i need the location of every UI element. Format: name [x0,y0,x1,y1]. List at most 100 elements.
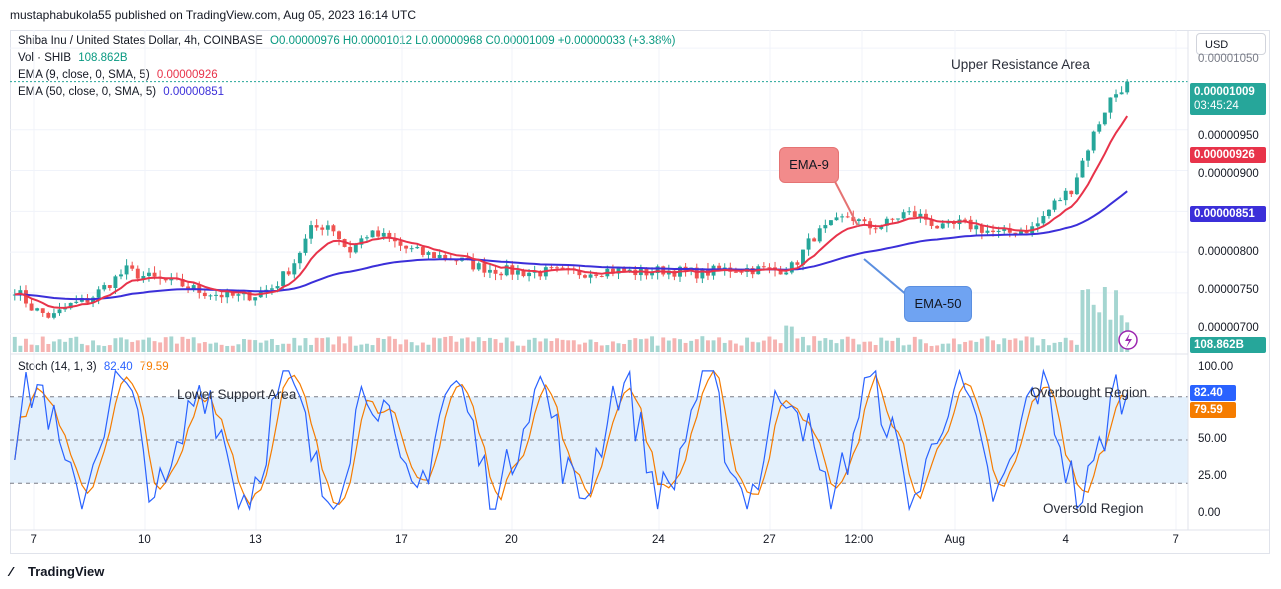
volume-bar [432,337,437,352]
volume-bar [174,343,179,352]
volume-bar [35,345,40,352]
volume-bar [247,339,252,352]
candle [376,226,381,240]
candle [387,230,392,243]
volume-bar [868,341,873,352]
price-label-950: 0.00000950 [1198,130,1259,142]
volume-bar [549,341,554,352]
candle [1052,198,1057,213]
tradingview-logo[interactable]: ⁄⁄ TradingView [10,564,104,579]
volume-bar [415,345,420,352]
volume-bar [365,343,369,352]
stoch-k-value: 82.40 [103,361,133,373]
price-label-700: 0.00000700 [1198,322,1259,334]
volume-bar [845,336,850,352]
volume-bar [303,338,308,352]
volume-bar [784,325,789,352]
volume-bar [1019,340,1023,352]
candle [107,285,112,291]
candle [1069,190,1074,198]
candle [912,205,917,218]
volume-bar [487,337,492,352]
volume-bar [996,344,1001,352]
currency-button[interactable]: USD [1196,33,1266,55]
candle [320,224,325,236]
candle [331,224,336,237]
ema9-line [14,115,1129,309]
ema50-line [14,190,1128,301]
volume-bar [924,343,928,352]
time-label: 17 [395,534,408,546]
volume-bar [1080,290,1085,352]
price-label-800: 0.00000800 [1198,246,1259,258]
volume-bar [370,345,375,352]
volume-bar [795,338,800,352]
candle [750,266,755,279]
volume-bar [1074,344,1079,352]
volume-bar [1013,338,1018,352]
volume-bar [169,336,174,352]
ema50-label: EMA (50, close, 0, SMA, 5) [18,86,157,98]
volume-bar [683,342,688,352]
oversold-label: Oversold Region [1043,501,1144,516]
candle [51,308,56,320]
ema9-price-tag: 0.00000926 [1190,147,1266,163]
price-label-750: 0.00000750 [1198,284,1259,296]
volume-bar [812,336,817,352]
volume-bar [616,343,621,352]
symbol-legend[interactable]: Shiba Inu / United States Dollar, 4h, CO… [18,35,675,47]
volume-bar [63,341,68,352]
candle [1119,86,1124,95]
candle [806,233,811,256]
candle [12,289,17,301]
volume-bar [650,336,655,352]
volume-bar [622,343,627,352]
volume-bar [1063,337,1068,352]
volume-bar [331,344,336,352]
volume-bar [963,341,968,352]
volume-bar [750,341,755,352]
candle [119,269,123,280]
candle [532,265,537,279]
volume-bar [907,344,912,352]
lower-support-label: Lower Support Area [177,387,297,402]
candle [314,219,319,231]
volume-bar [599,345,604,352]
volume-bar [1007,339,1012,352]
volume-bar [929,345,934,352]
ema50-legend[interactable]: EMA (50, close, 0, SMA, 5) 0.00000851 [18,86,224,98]
volume-legend[interactable]: Vol · SHIB 108.862B [18,52,128,64]
stoch-band [10,396,1188,484]
volume-bar [745,337,750,352]
stoch-legend[interactable]: Stoch (14, 1, 3) 82.40 79.59 [18,361,169,373]
volume-bar [398,344,403,352]
volume-bar [1069,340,1074,352]
volume-bar [1030,337,1035,352]
candle [789,260,794,275]
ema9-value: 0.00000926 [156,69,218,81]
volume-bar [342,343,347,352]
ema9-legend[interactable]: EMA (9, close, 0, SMA, 5) 0.00000926 [18,69,218,81]
volume-bar [113,338,118,352]
candle [370,230,375,238]
volume-bar [884,340,889,352]
volume-bar [873,344,878,352]
volume-bar [862,341,867,352]
candle [610,264,615,277]
candle [845,212,850,219]
volume-bar [51,341,56,352]
volume-bar [12,336,17,352]
candle [1091,130,1096,154]
volume-bar [689,340,694,352]
volume-bar [1002,338,1007,352]
volume-bar [957,344,962,352]
candle [907,207,912,216]
candle [29,297,34,311]
volume-bar [504,337,509,352]
volume-bar [1052,342,1057,352]
candle [404,245,409,254]
volume-bar [1086,289,1091,352]
volume-value: 108.862B [78,52,128,64]
volume-bar [918,339,923,352]
